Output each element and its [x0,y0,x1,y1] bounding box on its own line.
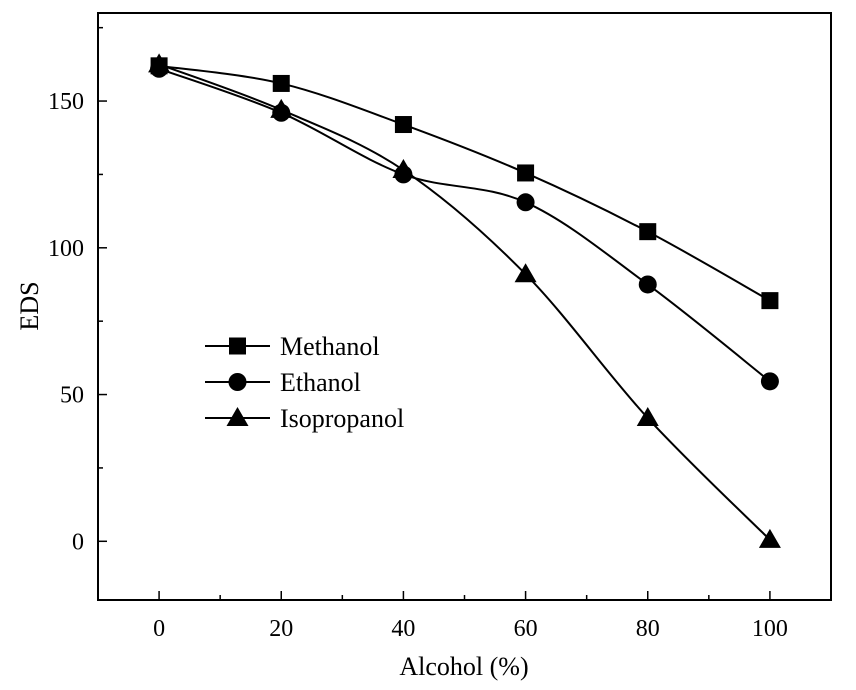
isopropanol-point [392,159,415,179]
methanol-line [158,64,771,302]
legend-label-isopropanol: Isopropanol [280,404,404,433]
x-tick-label: 60 [514,616,538,642]
x-tick-label: 40 [391,616,415,642]
legend-item-ethanol: Ethanol [205,368,361,397]
legend-marker-ethanol [228,373,247,391]
x-tick-label: 0 [153,616,165,642]
legend-marker-isopropanol [226,407,249,426]
axis-ticks: 0 20 40 60 80 100 0 50 100 150 [48,26,788,642]
isopropanol-point [514,263,537,283]
methanol-point [394,116,412,134]
x-tick-label: 100 [752,616,788,642]
x-tick-label: 20 [269,616,293,642]
x-tick-label: 80 [636,616,660,642]
x-axis-label: Alcohol (%) [399,652,528,681]
legend-item-methanol: Methanol [205,332,380,361]
methanol-point [639,223,657,241]
isopropanol-point [758,528,781,548]
y-tick-label: 100 [48,236,84,262]
isopropanol-line [158,63,771,541]
isopropanol-point [270,98,293,118]
series-group [148,53,781,548]
legend-marker-methanol [229,337,246,355]
plot-frame [97,12,832,601]
y-tick-label: 150 [48,89,84,115]
methanol-point [517,164,535,182]
y-tick-label: 0 [72,529,84,555]
ethanol-point [516,193,535,212]
isopropanol-point [636,407,659,427]
series-isopropanol [148,53,781,548]
methanol-point [761,292,779,310]
y-axis-label: EDS [15,281,44,330]
legend-item-isopropanol: Isopropanol [205,404,404,433]
ethanol-line [158,67,771,383]
ethanol-point [638,275,657,294]
legend: Methanol Ethanol Isopropanol [205,332,404,433]
ethanol-point [760,372,779,391]
isopropanol-point [148,53,171,73]
legend-label-ethanol: Ethanol [280,368,361,397]
y-tick-label: 50 [60,383,84,409]
methanol-point [272,74,290,92]
legend-label-methanol: Methanol [280,332,380,361]
